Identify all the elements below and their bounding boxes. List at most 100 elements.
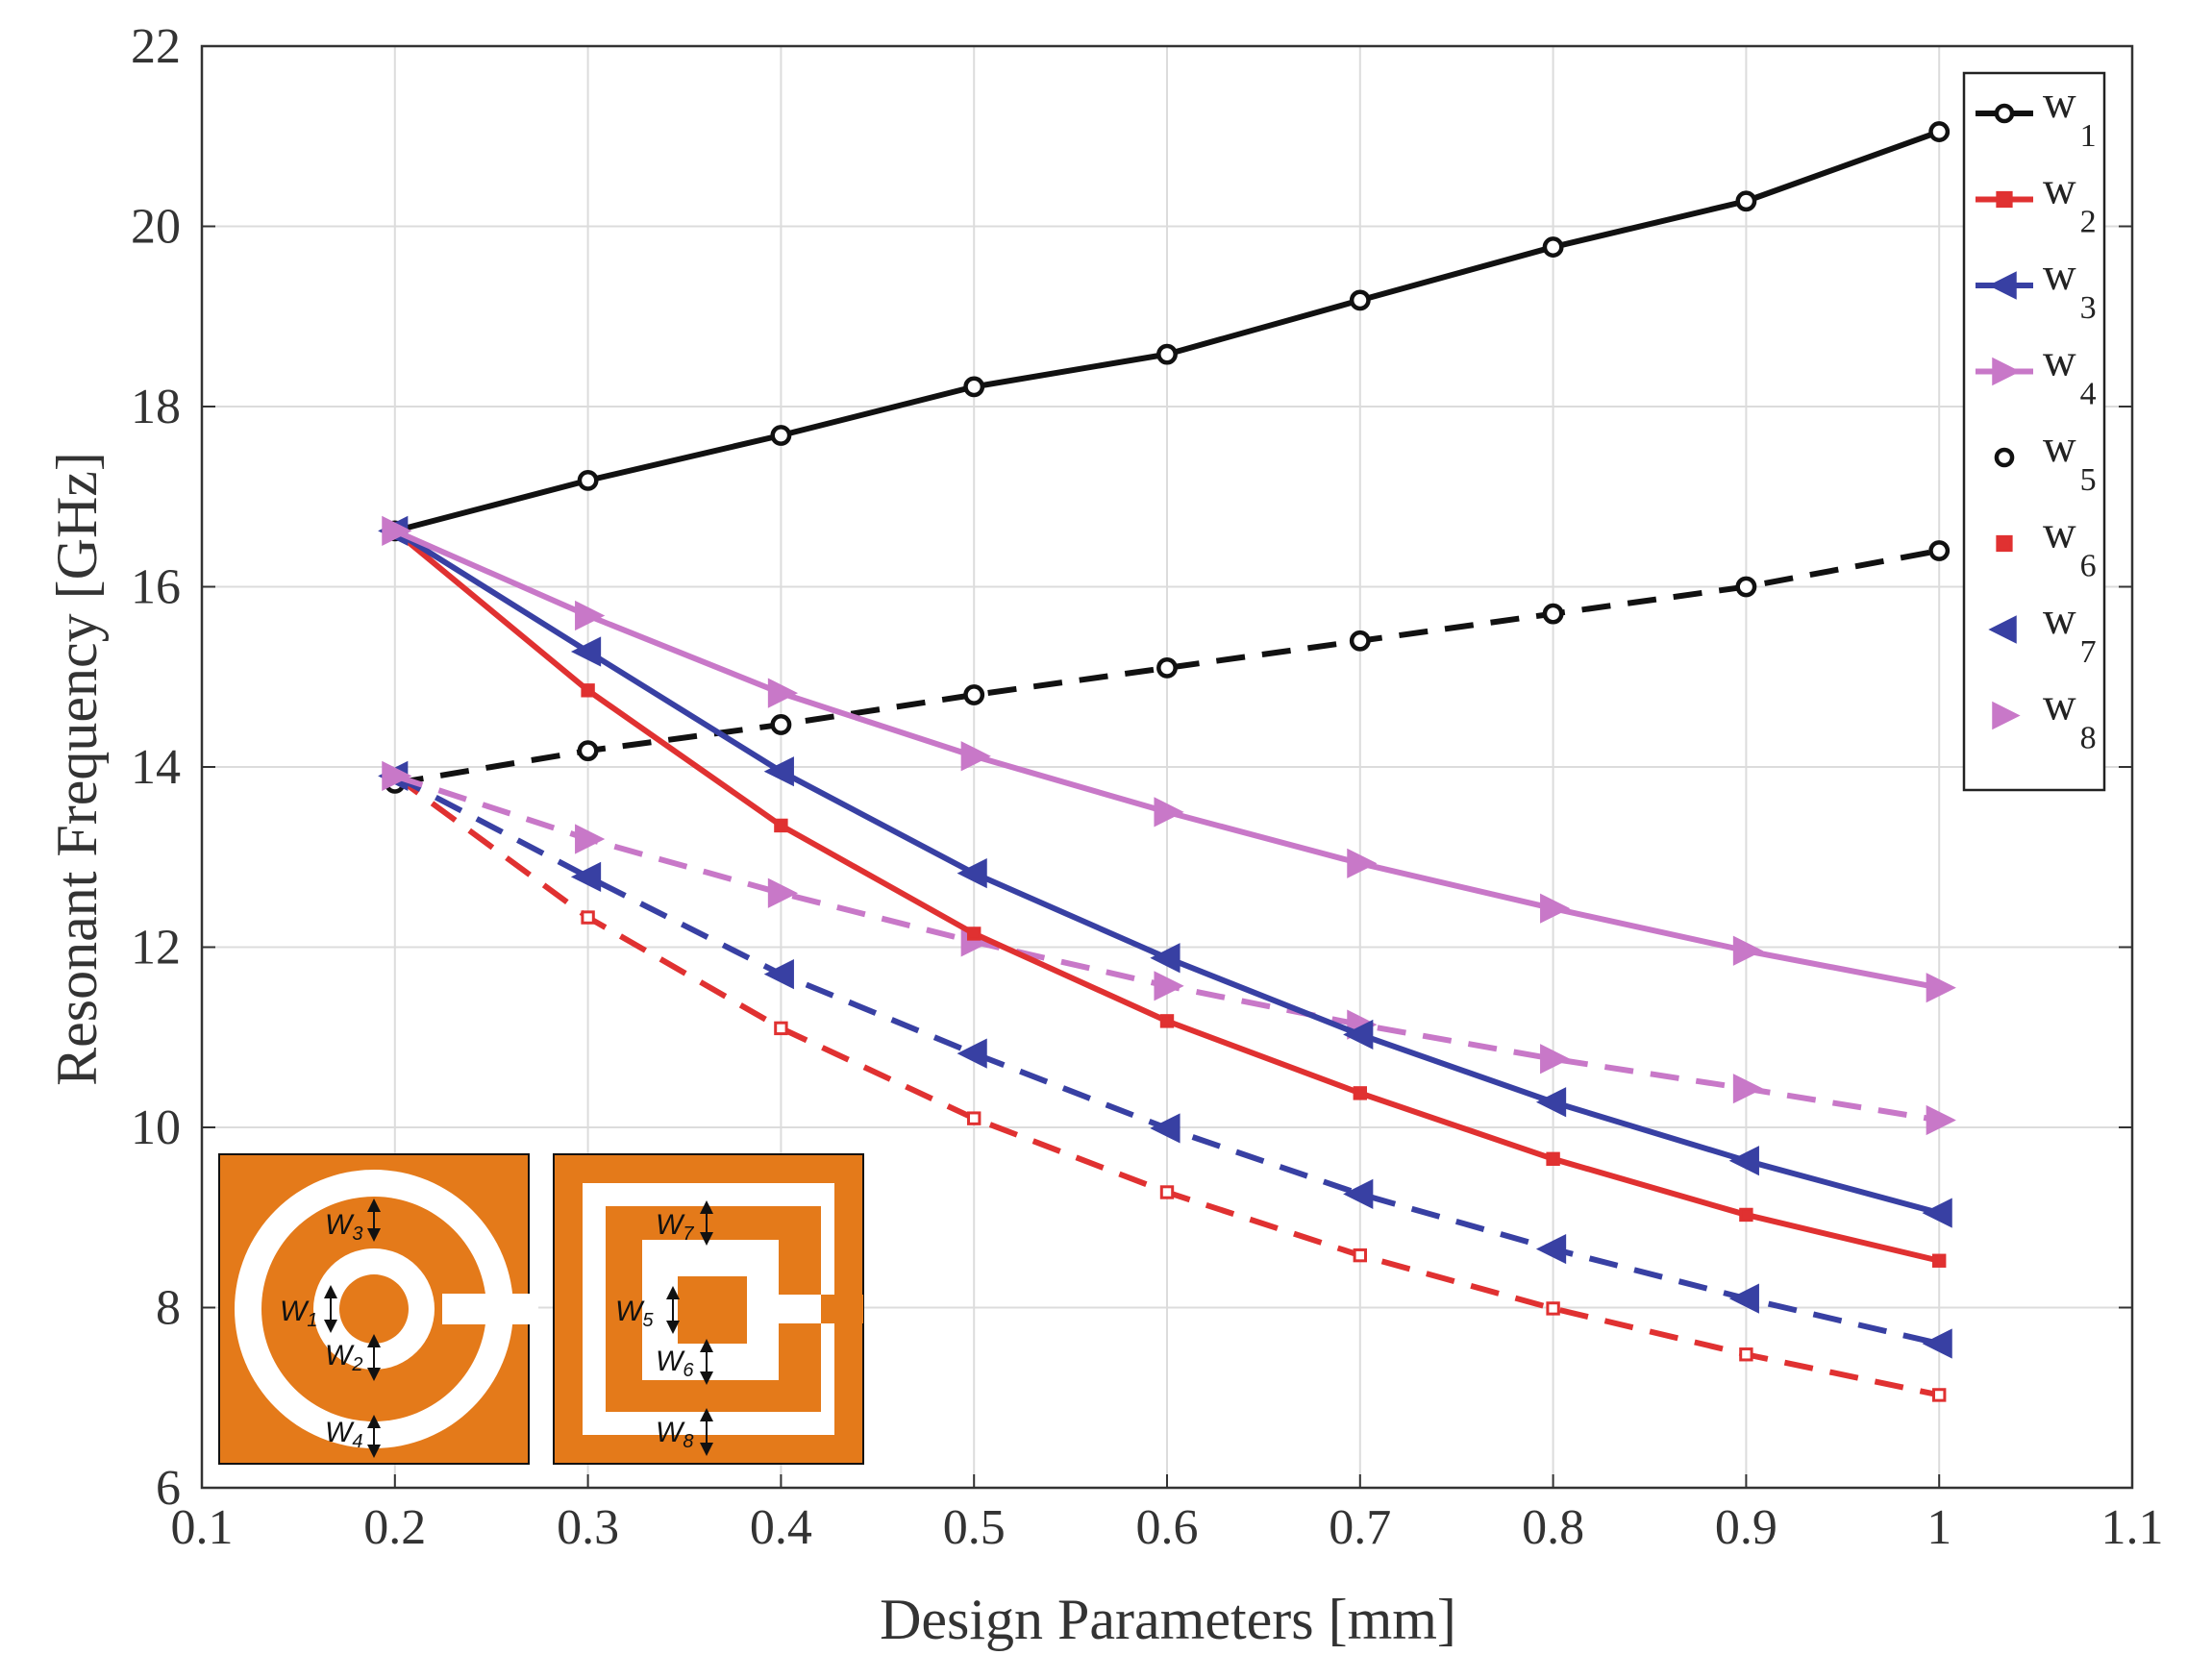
series-w5-point bbox=[963, 684, 985, 705]
inset-label-w5: W5 bbox=[615, 1296, 654, 1331]
series-w6-point bbox=[1546, 1301, 1560, 1316]
x-axis-title: Design Parameters [mm] bbox=[880, 1588, 1456, 1651]
y-tick-label: 12 bbox=[131, 921, 181, 976]
series-w1 bbox=[384, 121, 1951, 542]
series-w5-line bbox=[394, 548, 1940, 786]
x-tick-label: 0.3 bbox=[557, 1500, 619, 1555]
series-w5-point bbox=[1349, 630, 1371, 652]
series-w6-point bbox=[1932, 1388, 1947, 1402]
series-w3-point bbox=[957, 858, 987, 889]
series-w1-point bbox=[963, 376, 985, 398]
legend-entry-w8: w8 bbox=[1992, 679, 2097, 756]
y-tick-label: 20 bbox=[131, 200, 181, 255]
y-tick-label: 18 bbox=[131, 380, 181, 434]
y-tick-label: 14 bbox=[131, 740, 181, 795]
inset-label-w6: W6 bbox=[656, 1346, 694, 1381]
series-w8-point bbox=[767, 877, 799, 908]
series-w5 bbox=[384, 540, 1951, 794]
series-w7-point bbox=[1535, 1233, 1567, 1265]
series-w4-point bbox=[382, 515, 412, 546]
y-tick-label: 8 bbox=[156, 1281, 181, 1336]
inset-label-w2: W2 bbox=[325, 1340, 362, 1375]
series-w3-point bbox=[763, 756, 794, 787]
legend-entry-w5: w5 bbox=[1994, 421, 2097, 498]
legend-label: w5 bbox=[2043, 421, 2097, 498]
x-tick-label: 0.2 bbox=[363, 1500, 426, 1555]
series-w6-point bbox=[1353, 1248, 1367, 1263]
series-w6-point bbox=[581, 910, 595, 925]
series-w5-point bbox=[577, 740, 599, 762]
series-w3-point bbox=[1922, 1198, 1952, 1228]
inset-label-w7: W7 bbox=[656, 1209, 694, 1245]
series-w1-point bbox=[577, 469, 599, 491]
series-w7-point bbox=[570, 861, 602, 892]
series-w1-point bbox=[770, 425, 792, 446]
series-w7-point bbox=[763, 959, 794, 990]
series-w2-point bbox=[967, 926, 982, 941]
series-w6-point bbox=[774, 1021, 788, 1036]
series-w7-point bbox=[1922, 1328, 1952, 1359]
inset-label-w1: W1 bbox=[280, 1296, 317, 1331]
series-w4-point bbox=[1347, 848, 1378, 878]
y-tick-label: 22 bbox=[131, 19, 181, 74]
legend-box bbox=[1962, 71, 2106, 792]
series-w2-point bbox=[581, 683, 595, 698]
series-w3-point bbox=[1150, 943, 1180, 974]
legend-entry-w1: w1 bbox=[1976, 77, 2097, 154]
series-w2-point bbox=[1739, 1207, 1753, 1223]
series-w4 bbox=[382, 515, 1956, 1003]
inset-label-w8: W8 bbox=[656, 1417, 693, 1452]
series-w1-point bbox=[1349, 289, 1371, 311]
inset-circular-resonator: W3 W1 W2 W4 bbox=[218, 1153, 538, 1465]
legend-swatch-marker bbox=[1996, 534, 2013, 553]
legend-swatch-marker bbox=[1992, 357, 2021, 386]
x-tick-label: 0.7 bbox=[1329, 1500, 1391, 1555]
series-w4-point bbox=[960, 741, 991, 772]
y-tick-label: 6 bbox=[156, 1461, 181, 1516]
plot-frame bbox=[200, 44, 2134, 1490]
series-w4-point bbox=[1732, 935, 1764, 966]
legend: w1 w2 w3 w4 w5 w6 w7 w8 bbox=[1962, 71, 2106, 792]
inset-label-w4: W4 bbox=[325, 1417, 362, 1452]
legend-label: w1 bbox=[2043, 77, 2097, 154]
legend-entry-w2: w2 bbox=[1976, 163, 2097, 240]
y-tick-label: 16 bbox=[131, 560, 181, 615]
series-w3-point bbox=[570, 636, 602, 667]
series-w5-point bbox=[1156, 656, 1178, 679]
series-w2-point bbox=[1546, 1151, 1560, 1167]
series-w2-point bbox=[1159, 1014, 1175, 1028]
series-w2-point bbox=[774, 818, 788, 833]
legend-entry-w3: w3 bbox=[1976, 249, 2097, 326]
series-w1-point bbox=[1928, 121, 1951, 142]
series-w7-point bbox=[1150, 1113, 1180, 1144]
legend-label: w7 bbox=[2043, 593, 2097, 670]
series-w4-point bbox=[575, 600, 606, 631]
legend-swatch-marker bbox=[1996, 190, 2013, 209]
legend-label: w2 bbox=[2043, 163, 2097, 240]
y-tick-label: 10 bbox=[131, 1100, 181, 1155]
legend-swatch-marker bbox=[1988, 271, 2017, 300]
x-tick-label: 0.8 bbox=[1522, 1500, 1584, 1555]
x-tick-label: 0.4 bbox=[750, 1500, 812, 1555]
series-w2-point bbox=[1353, 1086, 1367, 1100]
legend-entry-w4: w4 bbox=[1976, 335, 2097, 412]
series-w7-point bbox=[1728, 1283, 1759, 1314]
series-w3 bbox=[378, 515, 1952, 1228]
legend-swatch-marker bbox=[1988, 615, 2017, 644]
x-tick-label: 1.1 bbox=[2101, 1500, 2164, 1555]
series-w5-point bbox=[1735, 576, 1757, 598]
legend-entry-w6: w6 bbox=[1996, 507, 2097, 584]
legend-swatch-marker bbox=[1992, 701, 2021, 730]
legend-swatch-marker bbox=[1994, 447, 2015, 468]
x-tick-label: 0.9 bbox=[1715, 1500, 1777, 1555]
x-tick-label: 0.1 bbox=[171, 1500, 234, 1555]
legend-label: w8 bbox=[2043, 679, 2097, 756]
x-tick-label: 0.5 bbox=[943, 1500, 1006, 1555]
series-w7-point bbox=[957, 1038, 987, 1069]
series-w7 bbox=[378, 760, 1952, 1359]
legend-entry-w7: w7 bbox=[1988, 593, 2097, 670]
series-w3-point bbox=[1728, 1146, 1759, 1176]
x-tick-label: 1 bbox=[1926, 1500, 1951, 1555]
series-w6-point bbox=[967, 1111, 982, 1125]
